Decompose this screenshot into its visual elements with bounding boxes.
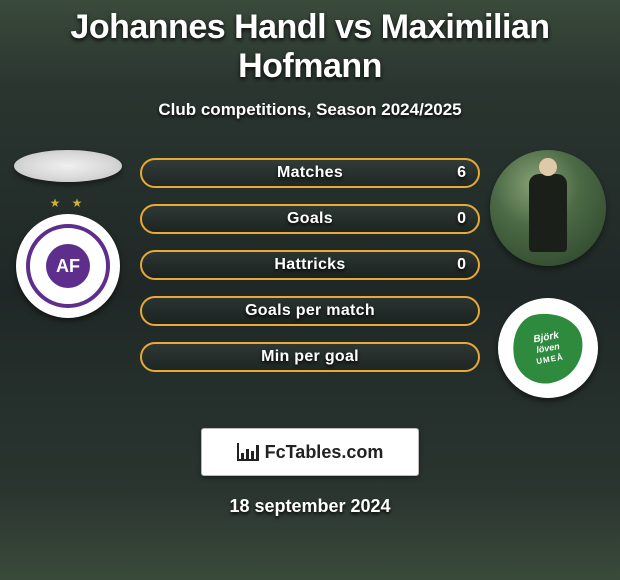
stat-label: Hattricks — [274, 256, 345, 274]
right-player-photo — [490, 150, 606, 266]
comparison-stage: ★ ★ AF Matches 6 Goals 0 Hattricks 0 Goa… — [0, 150, 620, 410]
stat-label: Min per goal — [261, 348, 359, 366]
stat-bar-hattricks: Hattricks 0 — [140, 250, 480, 280]
stat-value: 6 — [457, 164, 466, 182]
right-club-badge: Björk löven UMEÅ — [498, 298, 598, 398]
right-player-column: Björk löven UMEÅ — [490, 150, 606, 398]
badge-stars-icon: ★ ★ — [50, 196, 87, 210]
comparison-date: 18 september 2024 — [0, 496, 620, 517]
comparison-title: Johannes Handl vs Maximilian Hofmann — [0, 0, 620, 86]
left-club-badge: ★ ★ AF — [16, 214, 120, 318]
source-attribution: FcTables.com — [201, 428, 419, 476]
stat-label: Matches — [277, 164, 343, 182]
chart-icon — [237, 443, 259, 461]
stat-bar-goals: Goals 0 — [140, 204, 480, 234]
stat-bar-min-per-goal: Min per goal — [140, 342, 480, 372]
source-label: FcTables.com — [265, 442, 384, 463]
leaf-icon: Björk löven UMEÅ — [507, 307, 588, 388]
stat-label: Goals per match — [245, 302, 375, 320]
stat-bars: Matches 6 Goals 0 Hattricks 0 Goals per … — [140, 158, 480, 388]
stat-bar-goals-per-match: Goals per match — [140, 296, 480, 326]
left-player-photo — [14, 150, 122, 182]
player-silhouette-icon — [529, 174, 567, 252]
stat-bar-matches: Matches 6 — [140, 158, 480, 188]
stat-value: 0 — [457, 210, 466, 228]
badge-line3: UMEÅ — [536, 353, 565, 367]
comparison-subtitle: Club competitions, Season 2024/2025 — [0, 100, 620, 120]
badge-ring: AF — [26, 224, 110, 308]
stat-value: 0 — [457, 256, 466, 274]
left-player-column: ★ ★ AF — [8, 150, 128, 318]
stat-label: Goals — [287, 210, 333, 228]
badge-monogram: AF — [46, 244, 90, 288]
